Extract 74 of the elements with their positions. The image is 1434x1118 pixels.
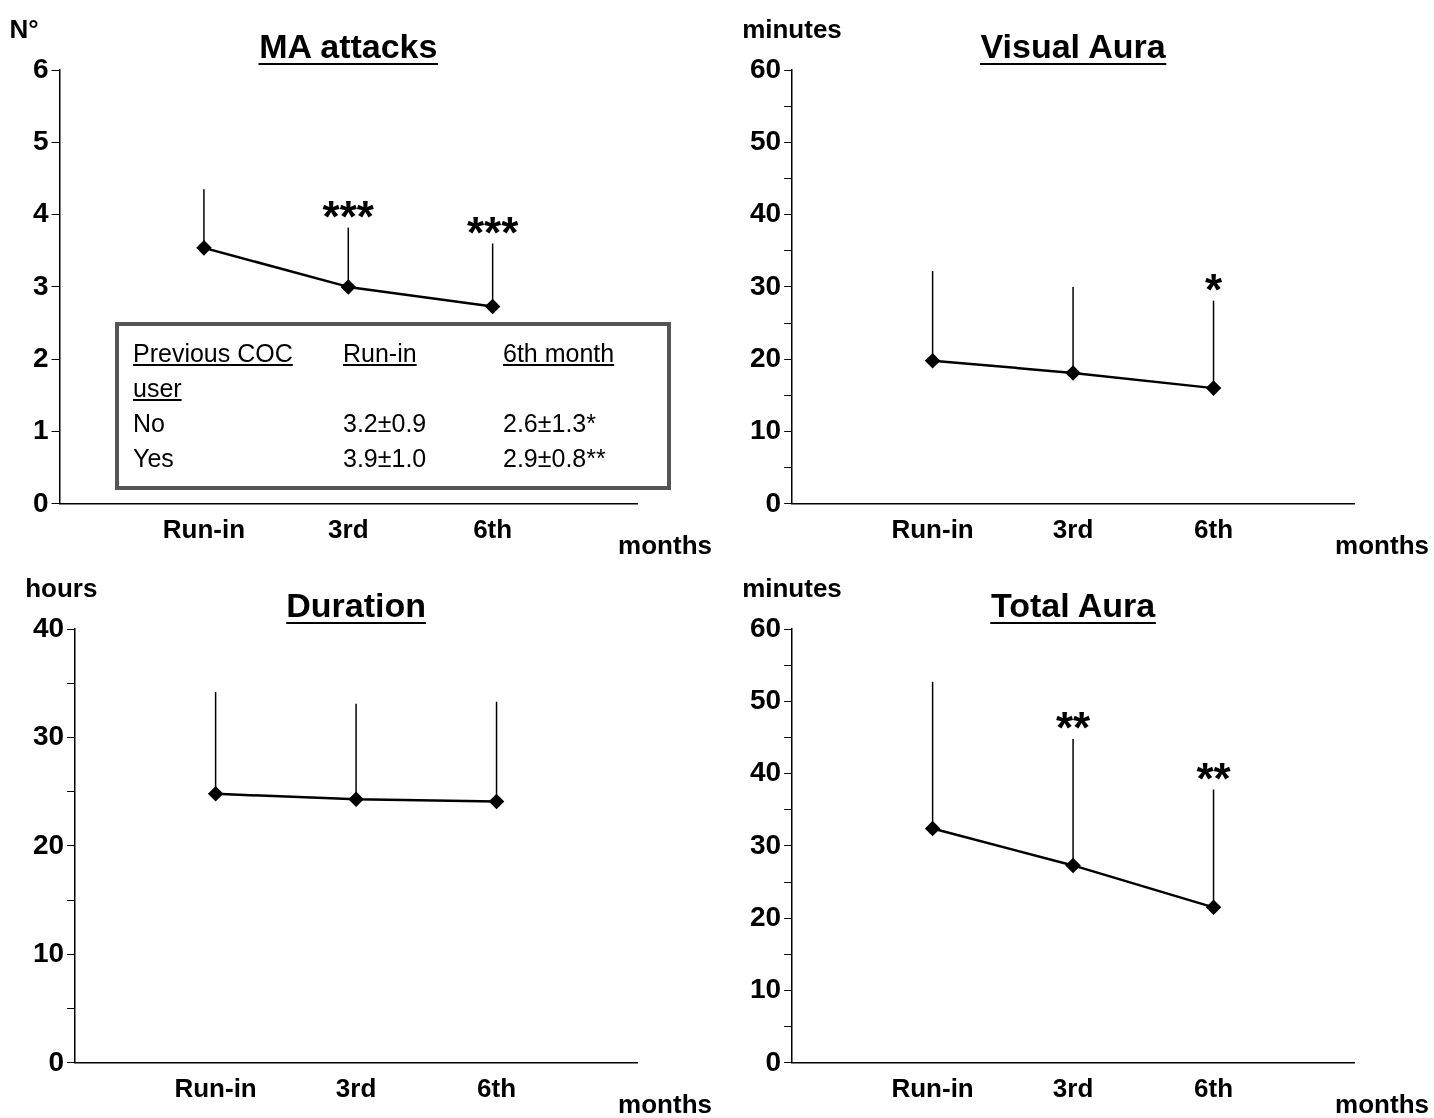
y-tick-label: 5 bbox=[32, 125, 49, 157]
x-tick-label: 6th bbox=[477, 1072, 517, 1103]
y-tick-label: 10 bbox=[32, 937, 65, 969]
x-tick-label: Run-in bbox=[162, 513, 246, 544]
x-tick-label: Run-in bbox=[891, 513, 974, 544]
y-tick-label: 10 bbox=[749, 973, 782, 1005]
x-tick-label: Run-in bbox=[891, 1072, 974, 1103]
y-tick-label: 20 bbox=[32, 828, 65, 860]
y-tick-label: 60 bbox=[749, 611, 782, 643]
y-tick-label: 20 bbox=[749, 341, 782, 373]
y-axis-title: N° bbox=[9, 14, 39, 44]
y-tick-label: 40 bbox=[749, 197, 782, 229]
point bbox=[1206, 900, 1221, 915]
y-axis-title: minutes bbox=[742, 573, 842, 603]
x-tick-label: 3rd bbox=[328, 513, 369, 544]
point bbox=[348, 792, 364, 807]
point bbox=[925, 821, 940, 836]
y-tick-label: 2 bbox=[32, 341, 49, 373]
annotation: Yes bbox=[133, 443, 175, 474]
annotation: *** bbox=[466, 207, 520, 257]
y-tick-label: 0 bbox=[765, 1045, 782, 1077]
point bbox=[341, 279, 356, 295]
x-axis-title: months bbox=[618, 529, 712, 560]
annotation: * bbox=[1204, 264, 1223, 314]
chart-title: Duration bbox=[286, 586, 426, 624]
annotation: 3.2±0.9 bbox=[343, 408, 428, 439]
y-tick-label: 10 bbox=[749, 414, 782, 446]
y-tick-label: 30 bbox=[749, 269, 782, 301]
y-tick-label: 0 bbox=[765, 486, 782, 518]
y-tick-label: 40 bbox=[749, 756, 782, 788]
y-tick-label: 30 bbox=[749, 828, 782, 860]
annotation: *** bbox=[322, 191, 375, 241]
y-tick-label: 20 bbox=[749, 900, 782, 932]
y-axis-title: minutes bbox=[742, 14, 842, 44]
x-tick-label: 3rd bbox=[335, 1072, 377, 1103]
chart-title: Total Aura bbox=[990, 586, 1157, 624]
annotation: 3.9±1.0 bbox=[343, 443, 428, 474]
y-tick-label: 60 bbox=[749, 52, 782, 84]
x-axis-title: months bbox=[1335, 1088, 1429, 1118]
y-tick-label: 30 bbox=[32, 720, 65, 752]
annotation: 2.6±1.3* bbox=[503, 408, 597, 439]
x-tick-label: 6th bbox=[473, 513, 513, 544]
annotation: No bbox=[133, 408, 166, 439]
x-tick-label: 6th bbox=[1194, 1072, 1234, 1103]
x-axis-title: months bbox=[618, 1088, 712, 1118]
y-tick-label: 4 bbox=[32, 197, 49, 229]
y-tick-label: 50 bbox=[749, 125, 782, 157]
annotation: 2.9±0.8** bbox=[503, 443, 607, 474]
y-tick-label: 1 bbox=[32, 414, 49, 446]
chart-title: Visual Aura bbox=[980, 27, 1167, 65]
point bbox=[489, 794, 504, 809]
y-tick-label: 0 bbox=[32, 486, 49, 518]
x-tick-label: 3rd bbox=[1052, 1072, 1094, 1103]
x-tick-label: Run-in bbox=[174, 1072, 257, 1103]
y-tick-label: 6 bbox=[32, 52, 49, 84]
point bbox=[1206, 380, 1221, 396]
annotation: ** bbox=[1055, 703, 1092, 753]
point bbox=[208, 786, 223, 802]
annotation: Previous COC user bbox=[133, 338, 294, 404]
y-tick-label: 50 bbox=[749, 684, 782, 716]
point bbox=[1065, 858, 1081, 873]
annotation: Run-in bbox=[343, 338, 418, 369]
annotation: ** bbox=[1196, 753, 1232, 803]
y-axis-title: hours bbox=[25, 573, 98, 603]
annotation: 6th month bbox=[503, 338, 616, 369]
point bbox=[925, 353, 940, 368]
y-tick-label: 40 bbox=[32, 611, 65, 643]
x-axis-title: months bbox=[1335, 529, 1429, 560]
y-tick-label: 3 bbox=[32, 269, 49, 301]
chart-title: MA attacks bbox=[259, 27, 438, 65]
x-tick-label: 6th bbox=[1194, 513, 1234, 544]
y-tick-label: 0 bbox=[48, 1045, 65, 1077]
x-tick-label: 3rd bbox=[1052, 513, 1094, 544]
point bbox=[485, 299, 500, 314]
